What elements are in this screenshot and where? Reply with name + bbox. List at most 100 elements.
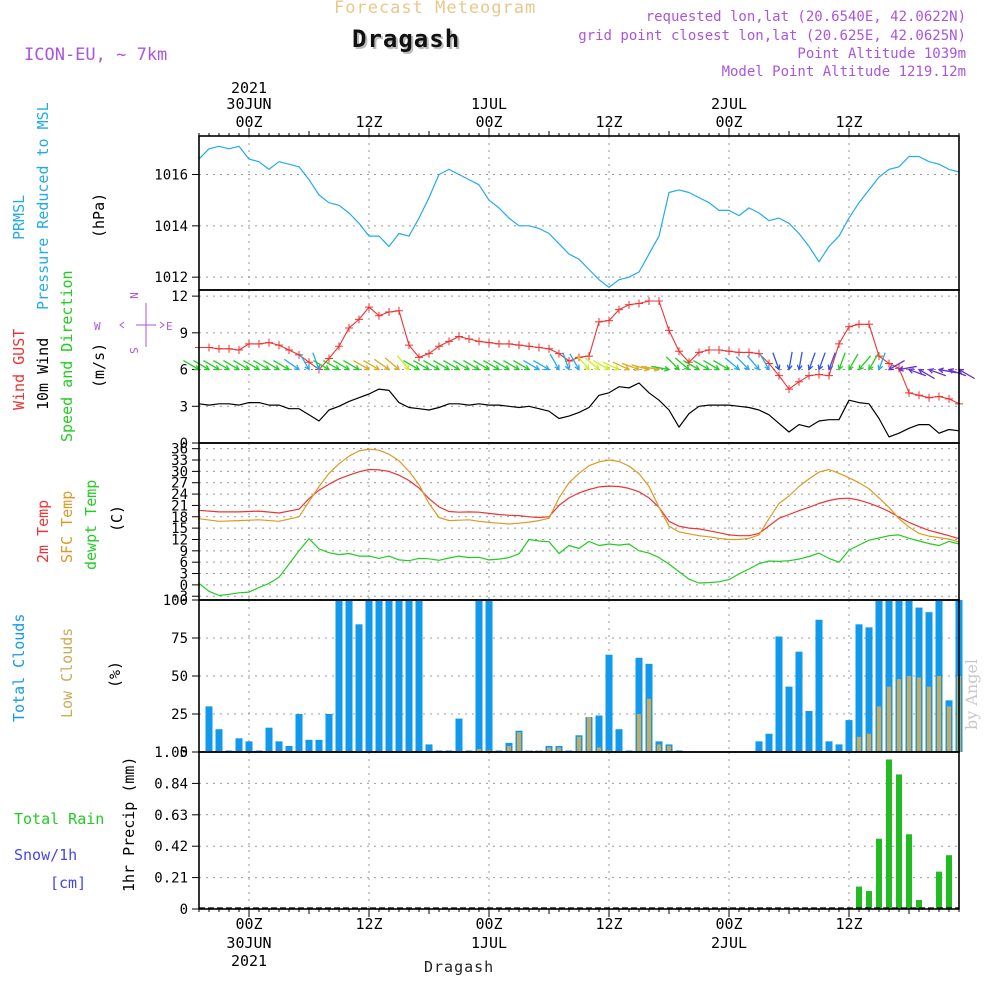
wind-direction-arrow bbox=[788, 351, 793, 370]
wind-gust-marker bbox=[945, 394, 953, 403]
wind-direction-arrow bbox=[453, 359, 470, 371]
total-clouds-bar bbox=[345, 600, 353, 752]
wind-gust-marker bbox=[535, 343, 543, 352]
wind-direction-arrowhead bbox=[733, 364, 741, 371]
total-clouds-bar bbox=[455, 718, 463, 752]
wind-direction-arrowhead bbox=[473, 364, 481, 371]
wind-direction-arrowhead bbox=[917, 368, 925, 375]
wind-direction-arrow bbox=[818, 352, 826, 370]
low-clouds-bar bbox=[917, 677, 921, 752]
wind-gust-marker bbox=[925, 393, 933, 402]
model-altitude: Model Point Altitude 1219.12m bbox=[721, 64, 966, 80]
bottom-axis-hour: 00Z bbox=[475, 915, 502, 933]
y-tick-label: 9 bbox=[180, 544, 188, 560]
low-clouds-bar bbox=[577, 736, 581, 752]
wind-direction-arrow bbox=[233, 359, 250, 371]
wind-direction-arrowhead bbox=[253, 364, 261, 371]
total-clouds-bar bbox=[855, 624, 863, 752]
wind-direction-arrowhead bbox=[633, 365, 641, 371]
supertitle: Forecast Meteogram bbox=[334, 0, 537, 18]
rain-bar bbox=[936, 871, 942, 909]
wind-direction-arrowhead bbox=[927, 368, 935, 374]
wind-direction-arrow bbox=[299, 353, 310, 370]
wind-direction-arrowhead bbox=[827, 364, 834, 371]
wind-gust-marker bbox=[815, 370, 823, 379]
y-tick-label: 50 bbox=[171, 669, 188, 685]
wind-direction-arrowhead bbox=[593, 364, 601, 371]
wind-direction-arrow bbox=[798, 351, 803, 370]
wind-direction-arrowhead bbox=[233, 364, 241, 371]
total-clouds-bar bbox=[835, 744, 843, 752]
wind-direction-arrow bbox=[576, 355, 590, 370]
wind-gust-marker bbox=[605, 316, 613, 325]
top-axis-hour: 00Z bbox=[715, 113, 742, 131]
wind-direction-arrowhead bbox=[887, 364, 895, 371]
wind-gust-marker bbox=[595, 317, 603, 326]
wind-gust-marker bbox=[255, 339, 263, 348]
wind-gust-marker bbox=[425, 349, 433, 358]
wind-direction-arrowhead bbox=[937, 367, 944, 374]
top-axis-hour: 00Z bbox=[235, 113, 262, 131]
wind-direction-arrow bbox=[253, 359, 270, 371]
wind-direction-arrow bbox=[333, 359, 350, 371]
wind-gust-marker bbox=[905, 388, 913, 397]
wind-direction-arrow bbox=[958, 368, 975, 380]
wind-direction-arrow bbox=[938, 368, 957, 374]
wind-gust-marker bbox=[385, 308, 393, 317]
wind-gust-marker bbox=[375, 311, 383, 320]
total-clouds-bar bbox=[235, 738, 243, 752]
wind-direction-arrowhead bbox=[543, 364, 551, 371]
wind-direction-arrowhead bbox=[314, 364, 321, 371]
total-clouds-bar bbox=[275, 741, 283, 752]
y-tick-label: 3 bbox=[180, 567, 188, 583]
wind-direction-arrow bbox=[313, 359, 330, 371]
y-tick-label: 0 bbox=[180, 578, 188, 594]
low-clouds-bar bbox=[597, 747, 601, 752]
temp-2m-line bbox=[198, 468, 960, 540]
wind-gust-marker bbox=[935, 392, 943, 401]
gridpoint-coords: grid point closest lon,lat (20.625E, 42.… bbox=[578, 28, 966, 44]
wind-gust-marker bbox=[285, 345, 293, 354]
wind-gust-marker bbox=[625, 300, 633, 309]
wind-direction-arrow bbox=[223, 359, 240, 371]
wind-direction-arrow bbox=[533, 359, 550, 371]
wind-gust-marker bbox=[325, 354, 333, 363]
total-clouds-bar bbox=[285, 745, 293, 752]
wind-gust-marker bbox=[695, 348, 703, 357]
total-clouds-bar bbox=[895, 600, 903, 752]
wind-direction-arrow bbox=[948, 368, 967, 377]
low-clouds-bar bbox=[477, 748, 481, 752]
wind-gust-marker bbox=[485, 338, 493, 347]
wind-direction-arrow bbox=[323, 359, 340, 371]
bottom-axis-day: 1JUL bbox=[471, 934, 507, 952]
total-clouds-bar bbox=[875, 600, 883, 752]
wind-gust-marker bbox=[505, 339, 513, 348]
wind-gust-marker bbox=[915, 391, 923, 400]
total-clouds-bar bbox=[615, 729, 623, 752]
wind-direction-arrowhead bbox=[858, 364, 864, 371]
top-axis-hour: 12Z bbox=[355, 113, 382, 131]
bottom-axis-day: 30JUN bbox=[226, 934, 271, 952]
bottom-axis-hour: 12Z bbox=[835, 915, 862, 933]
wind-direction-arrowhead bbox=[754, 364, 760, 371]
wind-direction-arrow bbox=[674, 357, 690, 371]
wind-gust-marker bbox=[585, 352, 593, 361]
wind-direction-arrow bbox=[213, 359, 230, 371]
rain-bar bbox=[876, 838, 882, 909]
rain-bar bbox=[886, 759, 892, 909]
wind-direction-arrowhead bbox=[533, 364, 541, 371]
wind-speed-line bbox=[198, 382, 960, 438]
wind-direction-arrow bbox=[384, 357, 400, 371]
model-label: ICON-EU, ~ 7km bbox=[24, 45, 168, 65]
wind-direction-arrowhead bbox=[523, 364, 531, 371]
wind-direction-arrowhead bbox=[413, 364, 421, 371]
wind-direction-arrow bbox=[612, 361, 630, 371]
wind-direction-arrow bbox=[918, 368, 935, 380]
wind-direction-arrow bbox=[928, 368, 947, 377]
low-clouds-bar bbox=[637, 714, 641, 752]
wind-direction-arrowhead bbox=[273, 364, 281, 371]
wind-gust-marker bbox=[775, 371, 783, 380]
wind-direction-arrow bbox=[772, 352, 780, 370]
precip-snow-unit: [cm] bbox=[50, 874, 87, 892]
wind-direction-arrow bbox=[312, 352, 320, 370]
